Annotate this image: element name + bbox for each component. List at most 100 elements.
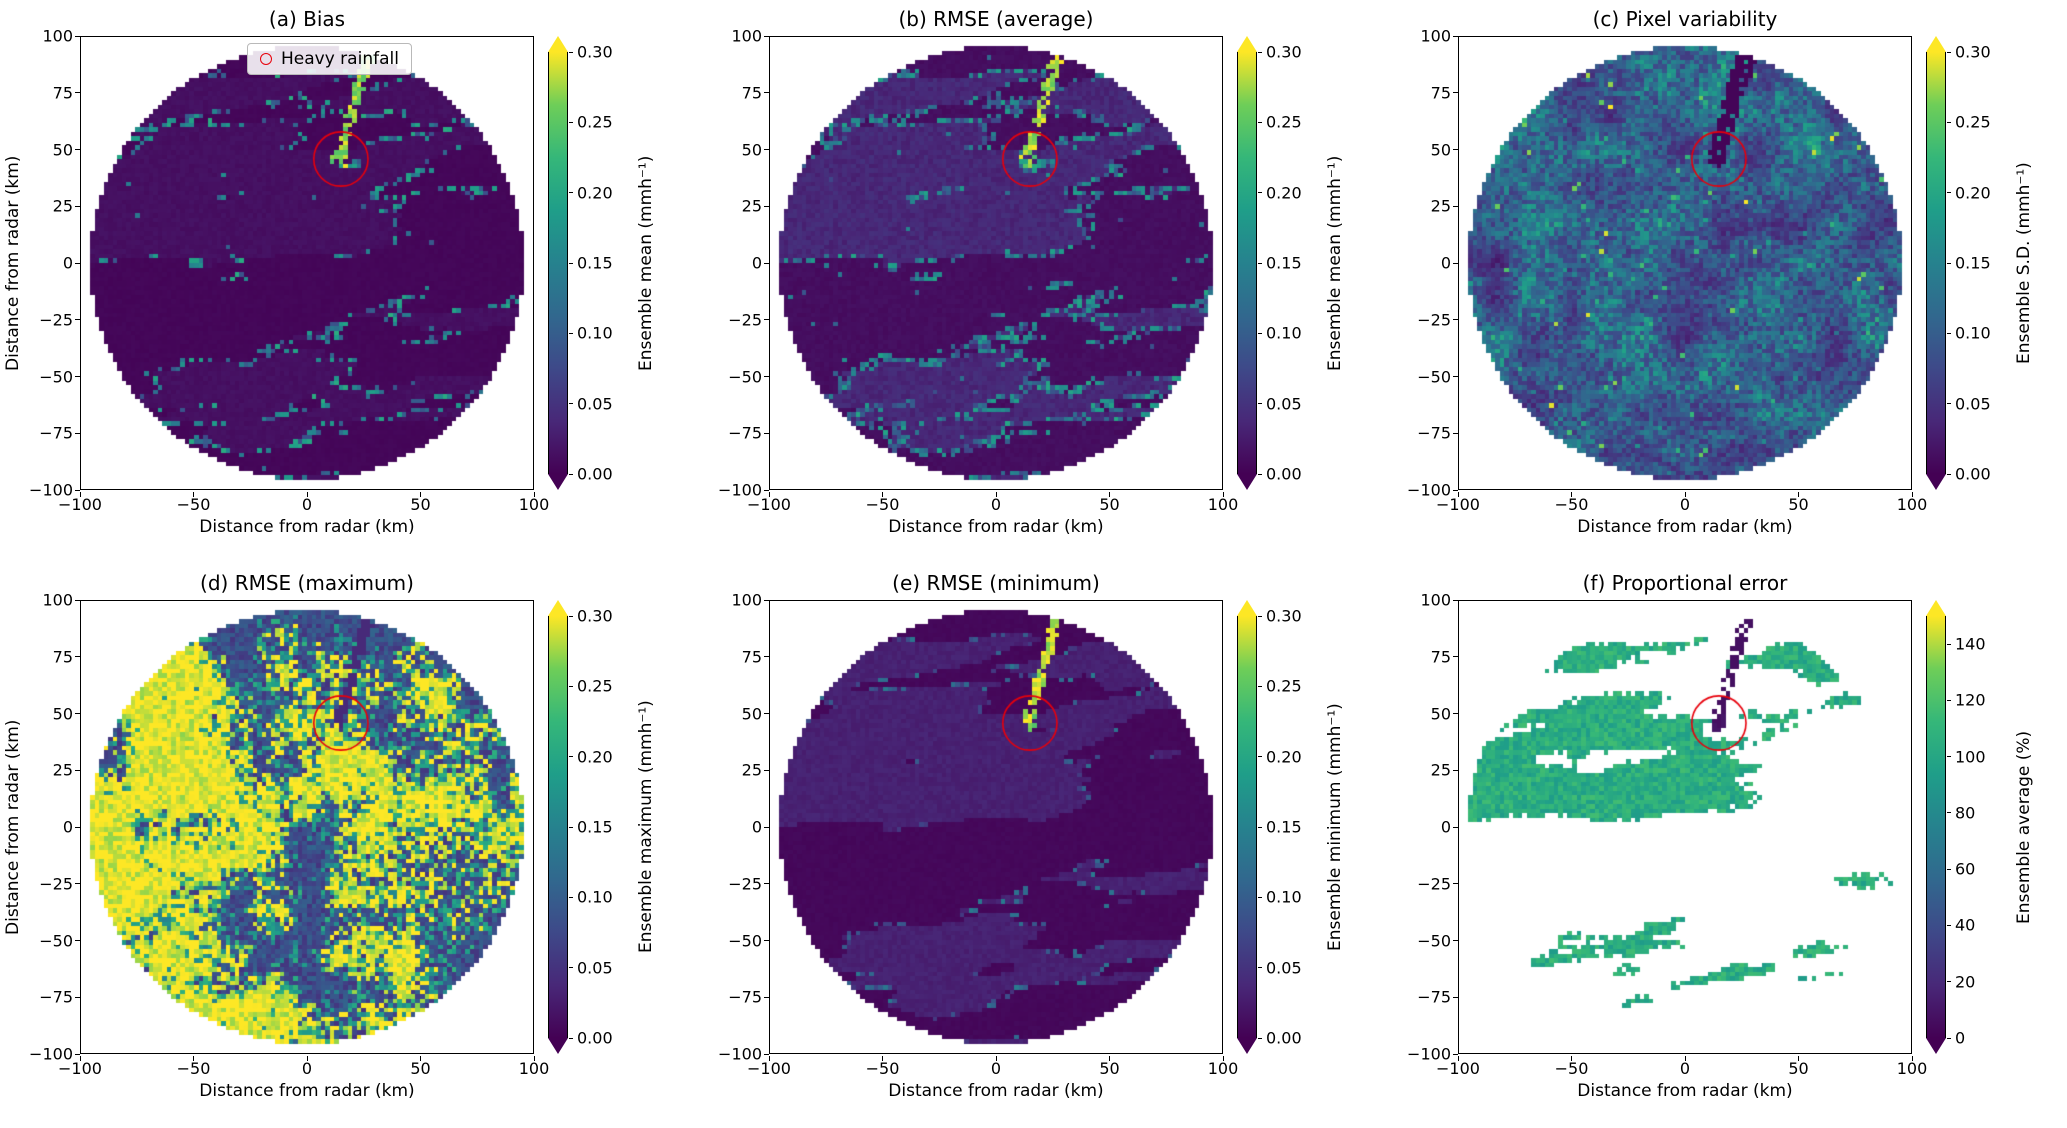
x-axis-label: Distance from radar (km)	[1577, 517, 1793, 537]
colorbar	[1237, 600, 1257, 1054]
colorbar-tick-label: 60	[1955, 859, 1976, 879]
panel-c: (c) Pixel variability Distance from rada…	[1378, 0, 2067, 564]
tick-mark	[1911, 492, 1913, 497]
radar-plot	[769, 600, 1223, 1054]
tick-mark	[75, 826, 80, 828]
tick-mark	[1947, 868, 1951, 870]
colorbar-tick-label: 100	[1955, 747, 1986, 767]
tick-mark	[75, 940, 80, 941]
radar-plot	[769, 36, 1223, 490]
x-tick-label: −100	[747, 1059, 791, 1078]
tick-mark	[1798, 1056, 1799, 1061]
y-tick-label: −75	[1417, 987, 1451, 1007]
y-tick-label: 100	[731, 590, 762, 610]
y-tick-label: 75	[1430, 83, 1451, 103]
y-tick-label: −100	[718, 480, 762, 500]
tick-mark	[1222, 1056, 1224, 1061]
y-tick-label: 0	[62, 817, 73, 837]
tick-mark	[1453, 883, 1458, 885]
x-tick-label: 50	[1099, 1059, 1120, 1078]
tick-mark	[1947, 332, 1951, 334]
tick-mark	[1453, 656, 1458, 658]
x-tick-label: −100	[1436, 495, 1480, 514]
colorbar-tick-label: 0.30	[1266, 42, 1302, 62]
colorbar-tick-label: 0.20	[1266, 183, 1302, 203]
colorbar-tick-label: 0.00	[1266, 464, 1302, 484]
colorbar	[548, 36, 568, 490]
colorbar-tick-label: 0.10	[1266, 887, 1302, 907]
tick-mark	[1947, 1037, 1951, 1039]
tick-mark	[1453, 940, 1458, 941]
colorbar-gradient	[548, 52, 568, 474]
tick-mark	[1453, 1053, 1458, 1055]
tick-mark	[1947, 981, 1951, 983]
colorbar-tick-label: 0.30	[1266, 606, 1302, 626]
colorbar-tick-label: 0.05	[1266, 394, 1302, 414]
tick-mark	[75, 599, 80, 601]
tick-mark	[764, 656, 769, 658]
tick-mark	[1258, 262, 1262, 264]
x-tick-label: −100	[1436, 1059, 1480, 1078]
tick-mark	[1947, 924, 1951, 926]
colorbar-extend-max-icon	[1237, 600, 1257, 616]
tick-mark	[1947, 756, 1951, 758]
tick-mark	[1453, 826, 1458, 828]
colorbar	[1237, 36, 1257, 490]
y-tick-label: −25	[728, 310, 762, 330]
x-tick-label: 50	[1788, 495, 1809, 514]
panel-title: (d) RMSE (maximum)	[200, 571, 414, 595]
tick-mark	[569, 262, 573, 264]
x-tick-label: 100	[1207, 495, 1239, 514]
tick-mark	[75, 1053, 80, 1055]
heatmap-canvas	[1459, 37, 1911, 489]
tick-mark	[569, 685, 573, 687]
tick-mark	[882, 1056, 883, 1061]
tick-mark	[995, 1056, 997, 1061]
colorbar-label: Ensemble mean (mmh⁻¹)	[1325, 155, 1345, 371]
y-tick-label: 25	[741, 760, 762, 780]
panel-title: (b) RMSE (average)	[898, 7, 1094, 31]
colorbar-tick-label: 0.05	[577, 394, 613, 414]
tick-mark	[764, 599, 769, 601]
tick-mark	[569, 192, 573, 194]
y-tick-label: −75	[728, 987, 762, 1007]
colorbar-tick-label: 0.20	[1266, 747, 1302, 767]
y-tick-label: 0	[1440, 817, 1451, 837]
legend: Heavy rainfall	[247, 43, 412, 75]
tick-mark	[764, 319, 769, 321]
y-tick-label: 50	[1430, 704, 1451, 723]
y-tick-label: 50	[741, 140, 762, 159]
colorbar-extend-max-icon	[548, 36, 568, 52]
tick-mark	[764, 92, 769, 94]
y-tick-label: −75	[728, 423, 762, 443]
colorbar-tick-label: 0.25	[577, 112, 613, 132]
tick-mark	[764, 1053, 769, 1055]
colorbar	[1926, 36, 1946, 490]
colorbar-tick-label: 0.15	[1266, 253, 1302, 273]
tick-mark	[1453, 35, 1458, 37]
y-tick-label: −75	[39, 423, 73, 443]
colorbar-label: Ensemble S.D. (mmh⁻¹)	[2014, 162, 2034, 364]
x-tick-label: 100	[1896, 1059, 1928, 1078]
y-tick-label: 100	[1420, 26, 1451, 46]
tick-mark	[1947, 51, 1951, 53]
x-axis-label: Distance from radar (km)	[888, 517, 1104, 537]
colorbar-tick-label: 80	[1955, 803, 1976, 823]
y-tick-label: −75	[1417, 423, 1451, 443]
x-tick-label: 0	[1679, 495, 1691, 514]
y-tick-label: 0	[751, 253, 762, 273]
colorbar-tick-label: 0.25	[1266, 676, 1302, 696]
y-tick-label: 25	[52, 196, 73, 216]
y-tick-label: 100	[42, 590, 73, 610]
colorbar-label: Ensemble maximum (mmh⁻¹)	[636, 700, 656, 954]
x-tick-label: −50	[865, 495, 900, 514]
colorbar-tick-label: 0.00	[577, 464, 613, 484]
tick-mark	[75, 92, 80, 94]
tick-mark	[768, 492, 770, 497]
legend-label: Heavy rainfall	[281, 49, 399, 69]
tick-mark	[1258, 473, 1262, 475]
colorbar-tick-label: 20	[1955, 972, 1976, 992]
x-tick-label: −100	[58, 1059, 102, 1078]
tick-mark	[75, 883, 80, 885]
